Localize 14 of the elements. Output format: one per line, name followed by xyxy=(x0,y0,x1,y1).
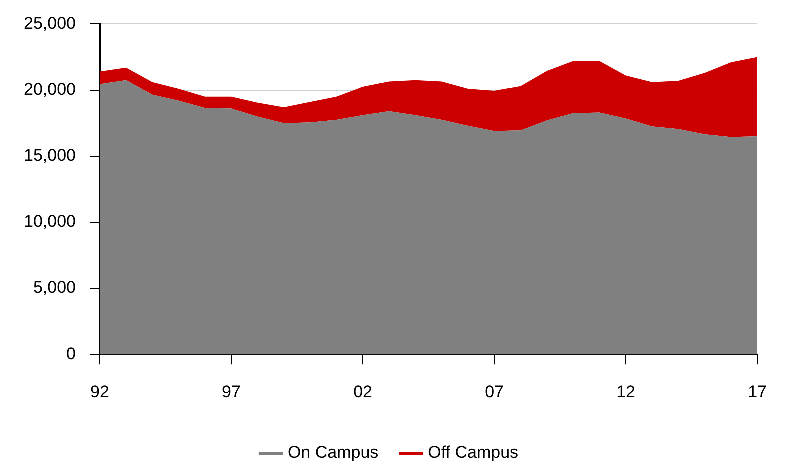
x-tick-label: 92 xyxy=(90,382,110,402)
y-tick-label: 5,000 xyxy=(33,278,76,298)
y-tick-label: 10,000 xyxy=(24,212,76,232)
x-tick-label: 07 xyxy=(485,382,504,402)
legend-label: On Campus xyxy=(288,443,379,462)
legend-label: Off Campus xyxy=(428,443,519,462)
x-tick-label: 12 xyxy=(616,382,636,402)
y-tick-label: 15,000 xyxy=(24,146,76,166)
y-tick-label: 25,000 xyxy=(24,14,76,33)
y-tick-label: 20,000 xyxy=(24,80,76,99)
x-tick-label: 97 xyxy=(222,382,241,402)
x-tick-label: 02 xyxy=(354,382,372,402)
y-tick-label: 0 xyxy=(66,344,76,364)
x-tick-label: 17 xyxy=(748,382,768,402)
